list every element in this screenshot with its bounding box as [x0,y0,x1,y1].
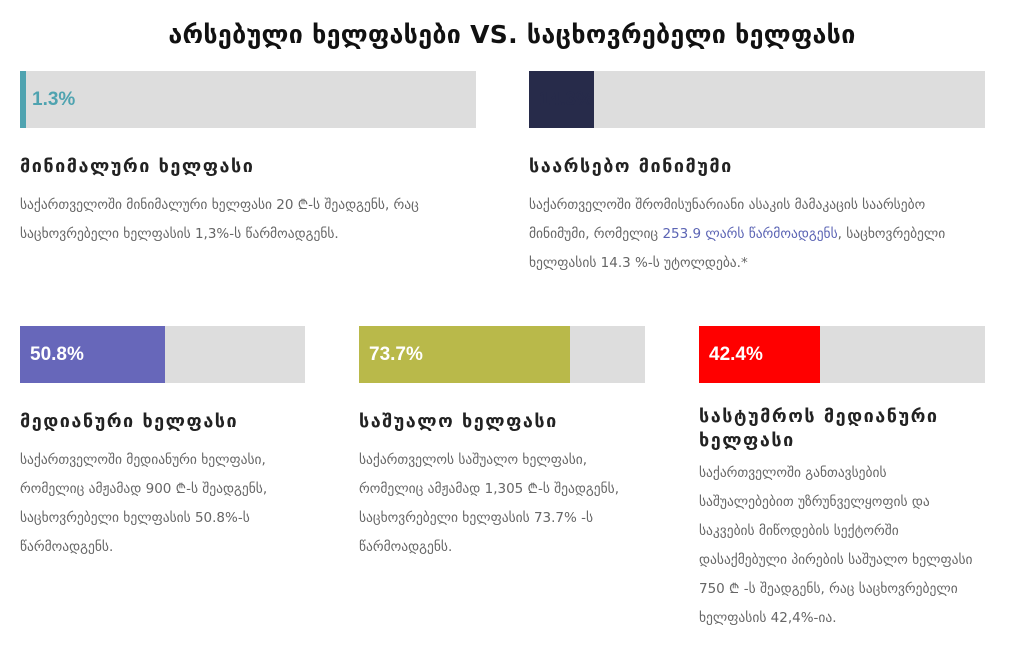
progress-bar-label: 50.8% [30,344,84,365]
card-minimum-wage: 1.3% მინიმალური ხელფასი საქართველოში მინ… [20,71,476,249]
card-description: საქართველოში განთავსების საშუალებებით უზ… [699,465,973,626]
progress-bar-fill [359,326,570,383]
card-median-wage: 50.8% მედიანური ხელფასი საქართველოში მედ… [20,326,305,562]
card-average-wage: 73.7% საშუალო ხელფასი საქართველოს საშუალ… [359,326,645,562]
progress-bar-track: 14.3% [529,71,985,128]
progress-bar-label: 73.7% [369,344,423,365]
card-description-text: , საცხოვრებელი ხელფასის 14.3 %-ს უტოლდებ… [529,226,946,271]
progress-bar-label: 14.3% [539,89,593,110]
progress-bar-track: 73.7% [359,326,645,383]
card-description: საქართველოს საშუალო ხელფასი, რომელიც ამჟ… [359,452,620,555]
progress-bar-track: 50.8% [20,326,305,383]
card-hotel-median-wage: 42.4% სასტუმროს მედიანური ხელფასი საქართ… [699,326,985,633]
progress-bar-track: 1.3% [20,71,476,128]
card-description: საქართველოში შრომისუნარიანი ასაკის მამაკ… [529,191,969,278]
progress-bar-label: 42.4% [709,344,763,365]
card-description: საქართველოში მედიანური ხელფასი, რომელიც … [20,452,268,555]
progress-bar-fill [699,326,820,383]
card-heading: საშუალო ხელფასი [359,411,558,432]
card-heading: მინიმალური ხელფასი [20,156,255,177]
card-description: საქართველოში მინიმალური ხელფასი 20 ₾-ს შ… [20,197,419,242]
progress-bar-fill [20,71,26,128]
progress-bar-label: 1.3% [32,89,76,110]
progress-bar-fill [529,71,594,128]
chart-title: არსებული ხელფასები VS. საცხოვრებელი ხელფ… [168,20,856,49]
card-heading: საარსებო მინიმუმი [529,156,733,177]
card-description-text: საქართველოში შრომისუნარიანი ასაკის მამაკ… [529,197,926,242]
progress-bar-track: 42.4% [699,326,985,383]
card-heading: სასტუმროს მედიანური ხელფასი [699,406,939,451]
card-heading: მედიანური ხელფასი [20,411,239,432]
progress-bar-fill [20,326,165,383]
card-description-link[interactable]: 253.9 ლარს წარმოადგენს [662,226,838,242]
card-subsistence-minimum: 14.3% საარსებო მინიმუმი საქართველოში შრო… [529,71,985,278]
